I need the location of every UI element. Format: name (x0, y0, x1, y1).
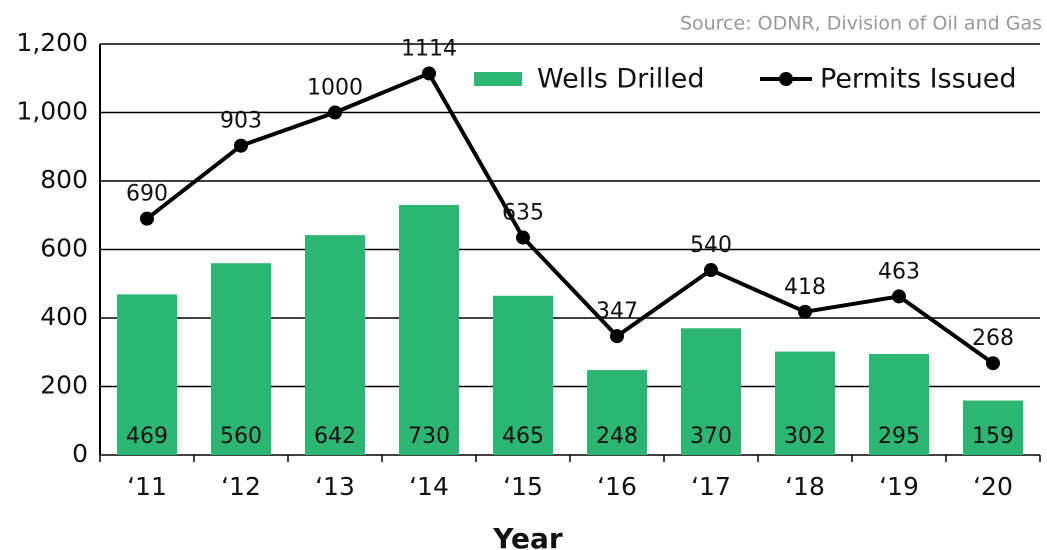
legend-label: Permits Issued (820, 64, 1017, 95)
bar-value-label: 248 (596, 424, 638, 449)
line-value-label: 903 (220, 109, 262, 134)
x-tick-label: ‘16 (597, 472, 637, 501)
line (145, 71, 995, 365)
line-value-label: 418 (784, 275, 826, 300)
y-tick-label: 800 (40, 165, 88, 194)
line-marker (892, 289, 906, 304)
bar (399, 204, 459, 455)
bar (211, 263, 271, 455)
line-value-label: 1000 (307, 76, 363, 101)
x-tick-label: ‘11 (127, 472, 167, 501)
line-value-label: 347 (596, 299, 638, 324)
legend-swatch (474, 72, 522, 86)
line-marker (986, 356, 1000, 371)
bar-value-label: 159 (972, 424, 1014, 449)
bar-value-label: 465 (502, 424, 544, 449)
line-marker (704, 263, 718, 278)
bar-value-label: 295 (878, 424, 920, 449)
line-marker (516, 230, 530, 245)
line-value-label: 268 (972, 326, 1014, 351)
line-marker (140, 211, 154, 226)
x-tick-label: ‘19 (879, 472, 919, 501)
y-tick-label: 600 (40, 234, 88, 263)
x-tick-label: ‘18 (785, 472, 825, 501)
x-tick-label: ‘15 (503, 472, 543, 501)
x-tick-label: ‘20 (973, 472, 1013, 501)
y-tick-label: 0 (72, 439, 88, 468)
bar-value-label: 642 (314, 424, 356, 449)
line-value-label: 1114 (401, 36, 457, 61)
line-marker (328, 105, 342, 120)
bar (963, 400, 1023, 455)
source: Source: ODNR, Division of Oil and Gas (680, 13, 1042, 35)
y-tick-label: 1,000 (16, 97, 88, 126)
line-marker (798, 304, 812, 319)
x-tick-label: ‘12 (221, 472, 261, 501)
line-marker (610, 329, 624, 344)
x-tick-label: ‘14 (409, 472, 449, 501)
line-marker (422, 66, 436, 81)
bar-value-label: 730 (408, 424, 450, 449)
y-tick-label: 200 (40, 371, 88, 400)
y-tick-label: 400 (40, 302, 88, 331)
legend-swatch-marker (779, 72, 793, 86)
bar (587, 370, 647, 455)
bar (681, 328, 741, 455)
bar-value-label: 560 (220, 424, 262, 449)
bar (775, 351, 835, 455)
y-tick-label: 1,200 (16, 28, 88, 57)
x-axis-title: Year (492, 522, 563, 550)
bar-value-label: 370 (690, 424, 732, 449)
line-value-label: 635 (502, 201, 544, 226)
line-marker (234, 138, 248, 153)
bar-value-label: 302 (784, 424, 826, 449)
line-value-label: 463 (878, 259, 920, 284)
bar (493, 295, 553, 455)
x-tick-label: ‘17 (691, 472, 731, 501)
bar (869, 353, 929, 455)
bar-value-label: 469 (126, 424, 168, 449)
line-value-label: 540 (690, 233, 732, 258)
line-value-label: 690 (126, 182, 168, 207)
x-tick-label: ‘13 (315, 472, 355, 501)
bar (305, 235, 365, 455)
legend-label: Wells Drilled (537, 64, 705, 95)
bar (117, 294, 177, 455)
